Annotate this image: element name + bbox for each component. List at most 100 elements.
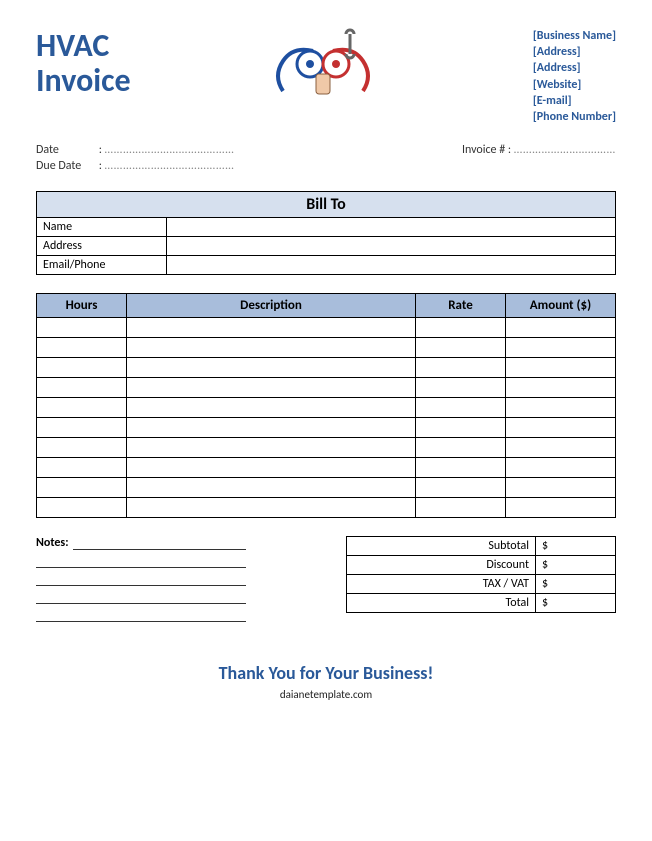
business-info: [Business Name] [Address] [Address] [Web…: [533, 28, 616, 125]
table-cell[interactable]: [416, 318, 506, 338]
bill-to-value[interactable]: [167, 218, 615, 236]
table-cell[interactable]: [506, 458, 616, 478]
totals-label: TAX / VAT: [346, 574, 536, 593]
table-cell[interactable]: [506, 398, 616, 418]
table-cell[interactable]: [37, 318, 127, 338]
title-block: HVAC Invoice: [36, 28, 131, 98]
table-cell[interactable]: [506, 418, 616, 438]
table-cell[interactable]: [37, 418, 127, 438]
items-column-header: Description: [127, 294, 416, 318]
table-cell[interactable]: [506, 478, 616, 498]
totals-row: Discount$: [346, 555, 616, 574]
table-cell[interactable]: [416, 338, 506, 358]
items-column-header: Amount ($): [506, 294, 616, 318]
totals-value[interactable]: $: [536, 593, 616, 613]
thank-you-message: Thank You for Your Business!: [36, 662, 616, 684]
table-row: [37, 338, 616, 358]
bill-to-value[interactable]: [167, 256, 615, 274]
notes-section: Notes:: [36, 536, 246, 622]
due-date-value[interactable]: ……………………………………: [105, 159, 235, 173]
table-cell[interactable]: [37, 498, 127, 518]
items-column-header: Hours: [37, 294, 127, 318]
table-cell[interactable]: [506, 378, 616, 398]
table-cell[interactable]: [127, 378, 416, 398]
bill-to-section: Bill To NameAddressEmail/Phone: [36, 191, 616, 275]
bottom-row: Notes: Subtotal$Discount$TAX / VAT$Total…: [36, 536, 616, 622]
bill-to-label: Name: [37, 218, 167, 236]
invoice-number-value[interactable]: ……………………………: [514, 143, 616, 157]
bill-to-label: Address: [37, 237, 167, 255]
totals-row: Subtotal$: [346, 536, 616, 555]
table-cell[interactable]: [37, 458, 127, 478]
totals-value[interactable]: $: [536, 555, 616, 574]
totals-row: TAX / VAT$: [346, 574, 616, 593]
table-cell[interactable]: [416, 418, 506, 438]
table-cell[interactable]: [127, 318, 416, 338]
table-cell[interactable]: [416, 398, 506, 418]
table-cell[interactable]: [416, 458, 506, 478]
footer: Thank You for Your Business! daianetempl…: [36, 662, 616, 701]
table-cell[interactable]: [416, 478, 506, 498]
business-address-1: [Address]: [533, 44, 616, 60]
date-label: Date: [36, 143, 96, 157]
table-cell[interactable]: [416, 358, 506, 378]
totals-value[interactable]: $: [536, 574, 616, 593]
meta-row: Date : …………………………………… Due Date : ……………………: [36, 143, 616, 175]
items-table: HoursDescriptionRateAmount ($): [36, 293, 616, 518]
table-cell[interactable]: [416, 438, 506, 458]
meta-left: Date : …………………………………… Due Date : ……………………: [36, 143, 235, 175]
table-cell[interactable]: [506, 438, 616, 458]
table-cell[interactable]: [416, 498, 506, 518]
totals-value[interactable]: $: [536, 536, 616, 555]
table-cell[interactable]: [127, 398, 416, 418]
notes-label: Notes:: [36, 536, 69, 550]
table-row: [37, 318, 616, 338]
bill-to-value[interactable]: [167, 237, 615, 255]
bill-to-row: Name: [37, 218, 615, 237]
totals-section: Subtotal$Discount$TAX / VAT$Total$: [346, 536, 616, 613]
table-cell[interactable]: [506, 358, 616, 378]
table-cell[interactable]: [127, 358, 416, 378]
table-cell[interactable]: [506, 338, 616, 358]
table-cell[interactable]: [506, 318, 616, 338]
table-row: [37, 358, 616, 378]
bill-to-header: Bill To: [37, 192, 615, 218]
totals-label: Total: [346, 593, 536, 613]
table-cell[interactable]: [37, 378, 127, 398]
table-cell[interactable]: [506, 498, 616, 518]
totals-row: Total$: [346, 593, 616, 613]
table-cell[interactable]: [37, 478, 127, 498]
table-row: [37, 458, 616, 478]
table-cell[interactable]: [127, 418, 416, 438]
table-cell[interactable]: [127, 438, 416, 458]
meta-right: Invoice # : ……………………………: [462, 143, 616, 175]
table-cell[interactable]: [127, 338, 416, 358]
title-line-2: Invoice: [36, 61, 131, 100]
table-cell[interactable]: [37, 438, 127, 458]
header: HVAC Invoice [Business Name] [Address] […: [36, 28, 616, 125]
table-cell[interactable]: [127, 498, 416, 518]
notes-line[interactable]: [36, 568, 246, 586]
notes-line[interactable]: [73, 536, 246, 550]
business-website: [Website]: [533, 77, 616, 93]
table-row: [37, 478, 616, 498]
table-cell[interactable]: [127, 458, 416, 478]
table-cell[interactable]: [37, 398, 127, 418]
bill-to-label: Email/Phone: [37, 256, 167, 274]
table-cell[interactable]: [37, 358, 127, 378]
business-name: [Business Name]: [533, 28, 616, 44]
bill-to-row: Email/Phone: [37, 256, 615, 274]
date-value[interactable]: ……………………………………: [105, 143, 235, 157]
title-line-1: HVAC: [36, 26, 109, 65]
notes-line[interactable]: [36, 604, 246, 622]
table-cell[interactable]: [127, 478, 416, 498]
totals-label: Subtotal: [346, 536, 536, 555]
notes-line[interactable]: [36, 586, 246, 604]
table-cell[interactable]: [37, 338, 127, 358]
table-row: [37, 418, 616, 438]
notes-line[interactable]: [36, 550, 246, 568]
table-cell[interactable]: [416, 378, 506, 398]
footer-website: daianetemplate.com: [36, 688, 616, 701]
invoice-number-label: Invoice # :: [462, 143, 511, 157]
bill-to-row: Address: [37, 237, 615, 256]
